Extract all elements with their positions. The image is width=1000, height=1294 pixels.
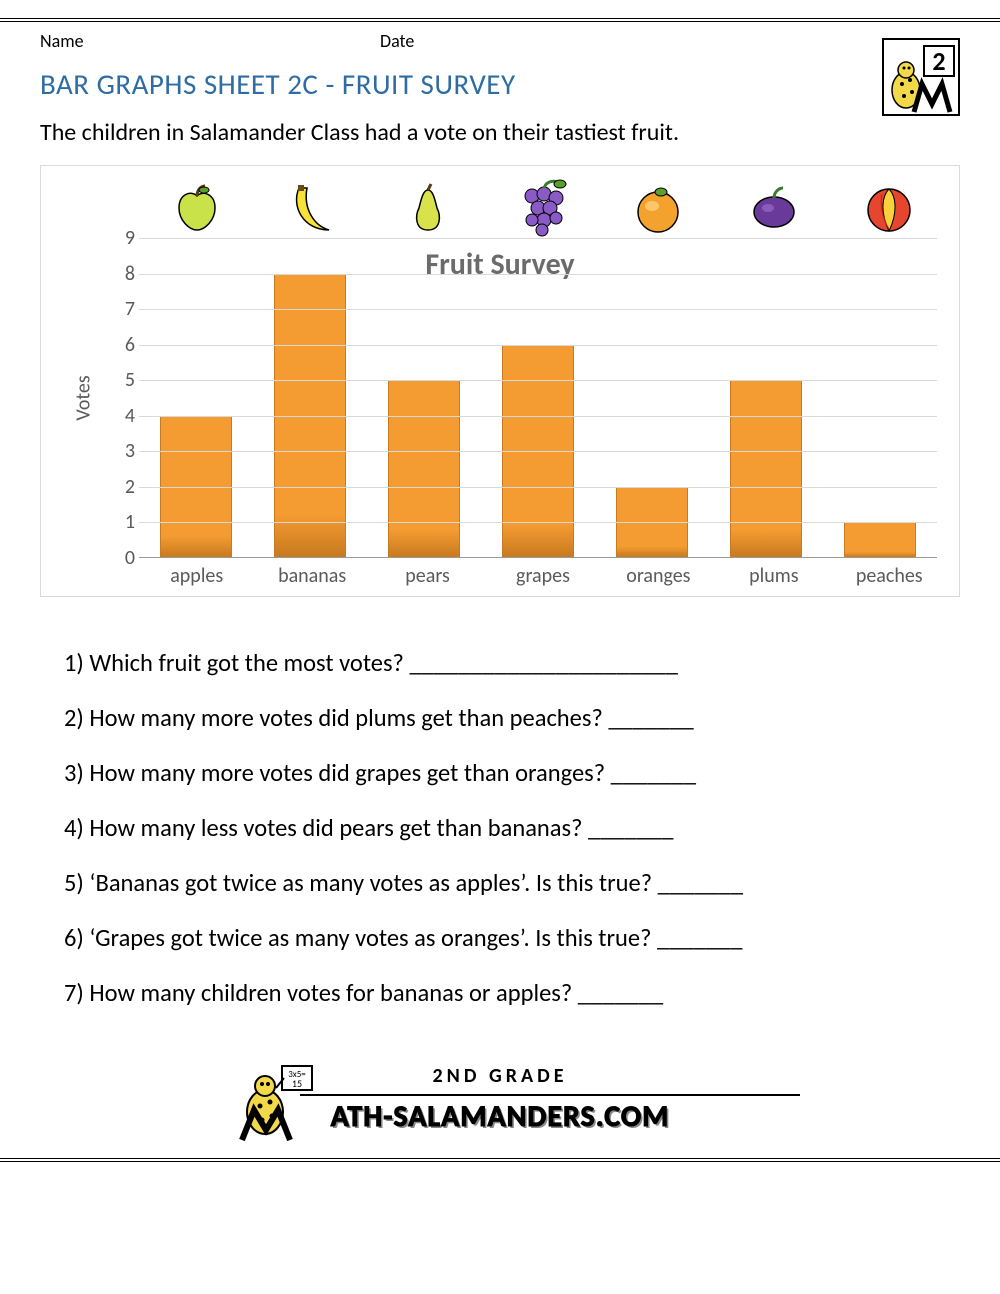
x-label: plums xyxy=(716,560,831,590)
x-label: apples xyxy=(139,560,254,590)
y-tick-label: 2 xyxy=(101,475,135,499)
grid-line xyxy=(139,416,937,417)
question-item: 5) ‘Bananas got twice as many votes as a… xyxy=(64,867,936,900)
date-label: Date xyxy=(380,30,414,52)
name-label: Name xyxy=(40,30,380,52)
bar-slot xyxy=(595,238,709,558)
y-axis-label: Votes xyxy=(72,375,96,420)
x-label: grapes xyxy=(485,560,600,590)
y-ticks: 0123456789 xyxy=(101,238,135,558)
bars-container xyxy=(139,238,937,558)
grid-line xyxy=(139,380,937,381)
orange-icon xyxy=(601,182,716,236)
grid-line xyxy=(139,487,937,488)
question-item: 3) How many more votes did grapes get th… xyxy=(64,757,936,790)
grid-line xyxy=(139,451,937,452)
grid-line xyxy=(139,345,937,346)
x-label: peaches xyxy=(832,560,947,590)
y-tick-label: 1 xyxy=(101,510,135,534)
bottom-rule xyxy=(0,1158,1000,1162)
question-item: 4) How many less votes did pears get tha… xyxy=(64,812,936,845)
grid-line xyxy=(139,238,937,239)
footer-brand-text: ATH-SALAMANDERS.COM xyxy=(0,1098,1000,1135)
grapes-icon xyxy=(485,178,600,240)
apple-icon xyxy=(139,182,254,236)
grid-line xyxy=(139,309,937,310)
bar-slot xyxy=(481,238,595,558)
bar-slot xyxy=(367,238,481,558)
worksheet-page: Name Date BAR GRAPHS SHEET 2C - FRUIT SU… xyxy=(0,18,1000,1162)
question-item: 1) Which fruit got the most votes? _____… xyxy=(64,647,936,680)
question-item: 6) ‘Grapes got twice as many votes as or… xyxy=(64,922,936,955)
intro-text: The children in Salamander Class had a v… xyxy=(0,118,1000,147)
grid-line xyxy=(139,522,937,523)
bar-peaches xyxy=(844,522,917,558)
y-tick-label: 0 xyxy=(101,546,135,570)
y-tick-label: 7 xyxy=(101,297,135,321)
chart-frame: Fruit Survey Votes 0123456789 applesbana… xyxy=(40,165,960,597)
footer-divider xyxy=(300,1094,800,1096)
x-axis-line xyxy=(139,557,937,558)
top-rule xyxy=(0,18,1000,22)
grid-line xyxy=(139,274,937,275)
bar-slot xyxy=(253,238,367,558)
footer: 3x5= 15 2ND GRADE ATH-SALAMANDERS.COM xyxy=(0,1042,1000,1152)
grade-logo: 2 xyxy=(882,38,960,116)
x-labels: applesbananaspearsgrapesorangesplumspeac… xyxy=(53,560,947,590)
y-tick-label: 9 xyxy=(101,226,135,250)
footer-grade-text: 2ND GRADE xyxy=(0,1064,1000,1088)
y-tick-label: 6 xyxy=(101,333,135,357)
peach-icon xyxy=(832,182,947,236)
y-tick-label: 4 xyxy=(101,404,135,428)
title-row: BAR GRAPHS SHEET 2C - FRUIT SURVEY 2 xyxy=(0,52,1000,116)
y-tick-label: 8 xyxy=(101,262,135,286)
sheet-title: BAR GRAPHS SHEET 2C - FRUIT SURVEY xyxy=(40,66,516,102)
x-label: oranges xyxy=(601,560,716,590)
question-item: 2) How many more votes did plums get tha… xyxy=(64,702,936,735)
grade-number: 2 xyxy=(932,45,945,77)
questions-list: 1) Which fruit got the most votes? _____… xyxy=(0,627,1000,1042)
question-item: 7) How many children votes for bananas o… xyxy=(64,977,936,1010)
header-row: Name Date xyxy=(0,30,1000,52)
x-label: pears xyxy=(370,560,485,590)
bar-pears xyxy=(388,380,461,558)
y-tick-label: 3 xyxy=(101,439,135,463)
plot-area xyxy=(139,238,937,558)
chart-area: Fruit Survey Votes 0123456789 xyxy=(53,238,947,558)
x-label: bananas xyxy=(254,560,369,590)
fruit-icon-row xyxy=(53,176,947,242)
bar-plums xyxy=(730,380,803,558)
plum-icon xyxy=(716,182,831,236)
pear-icon xyxy=(370,182,485,236)
y-tick-label: 5 xyxy=(101,368,135,392)
bar-slot xyxy=(709,238,823,558)
bar-slot xyxy=(823,238,937,558)
banana-icon xyxy=(254,182,369,236)
bar-slot xyxy=(139,238,253,558)
